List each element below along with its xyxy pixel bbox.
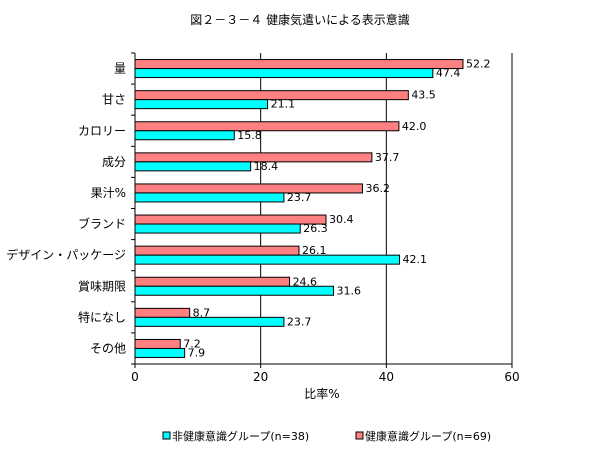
data-label-series1-5: 26.3 [303, 222, 328, 235]
bar-series1-9 [134, 347, 186, 358]
bar-series0-1 [134, 90, 409, 101]
data-label-series0-3: 37.7 [375, 151, 400, 164]
data-label-series0-6: 26.1 [302, 244, 327, 257]
bar-series1-5 [134, 223, 301, 234]
legend-swatch-0 [162, 431, 171, 440]
category-label-8: 特になし [78, 309, 126, 324]
data-label-series1-7: 31.6 [337, 284, 362, 297]
category-label-7: 賞味期限 [78, 279, 126, 293]
data-label-series0-7: 24.6 [293, 275, 318, 288]
x-tick-label-2: 40 [379, 370, 394, 384]
category-label-0: 量 [114, 62, 126, 76]
bar-series1-7 [134, 285, 335, 296]
bar-series0-4 [134, 183, 363, 194]
legend-label-0: 非健康意識グループ(n=38) [172, 429, 309, 443]
category-label-4: 果汁% [91, 186, 126, 200]
x-tick-label-1: 20 [253, 370, 268, 384]
category-label-9: その他 [90, 341, 126, 355]
data-label-series0-9: 7.2 [183, 337, 201, 350]
category-label-3: 成分 [102, 155, 126, 169]
x-tick-label-0: 0 [131, 370, 139, 384]
chart-title: 図２－３－４ 健康気遣いによる表示意識 [190, 12, 409, 27]
legend-swatch-1 [355, 431, 364, 440]
data-label-series0-1: 43.5 [411, 89, 436, 102]
category-label-6: デザイン・パッケージ [6, 247, 126, 262]
category-label-2: カロリー [78, 124, 126, 138]
category-label-5: ブランド [78, 216, 126, 231]
data-label-series1-4: 23.7 [287, 191, 312, 204]
data-label-series0-5: 30.4 [329, 213, 354, 226]
legend-label-1: 健康意識グループ(n=69) [365, 429, 491, 443]
bar-series0-9 [134, 338, 181, 349]
data-label-series1-2: 15.8 [237, 129, 262, 142]
data-label-series1-1: 21.1 [271, 98, 296, 111]
data-label-series0-8: 8.7 [193, 306, 211, 319]
bar-series1-8 [134, 316, 285, 327]
legend: 非健康意識グループ(n=38) 健康意識グループ(n=69) [162, 429, 491, 443]
data-label-series1-6: 42.1 [403, 253, 428, 266]
bar-series0-7 [134, 276, 291, 287]
bar-series1-4 [134, 192, 285, 203]
data-label-series1-9: 7.9 [188, 346, 206, 359]
bar-series1-3 [134, 161, 252, 172]
data-label-series0-0: 52.2 [466, 58, 491, 71]
bar-series1-1 [134, 99, 269, 110]
plot-area: 0 20 40 60 量 52.2 47.4 甘さ 43.5 21.1 カロリー 42.0 15.8 成分… [6, 52, 520, 384]
bar-series0-2 [134, 121, 400, 132]
bar-series1-2 [134, 130, 235, 141]
x-axis-label: 比率% [304, 386, 339, 401]
bar-series0-8 [134, 307, 191, 318]
data-label-series1-0: 47.4 [436, 67, 461, 80]
bar-series1-0 [134, 68, 434, 79]
bar-series0-6 [134, 245, 300, 256]
x-tick-label-3: 60 [504, 370, 519, 384]
bar-series0-3 [134, 152, 373, 163]
data-label-series1-3: 18.4 [254, 160, 279, 173]
bar-series0-0 [134, 59, 464, 70]
data-label-series1-8: 23.7 [287, 315, 312, 328]
bar-series1-6 [134, 254, 401, 265]
category-label-1: 甘さ [102, 93, 126, 107]
data-label-series0-4: 36.2 [365, 182, 390, 195]
data-label-series0-2: 42.0 [402, 120, 427, 133]
bar-series0-5 [134, 214, 327, 225]
